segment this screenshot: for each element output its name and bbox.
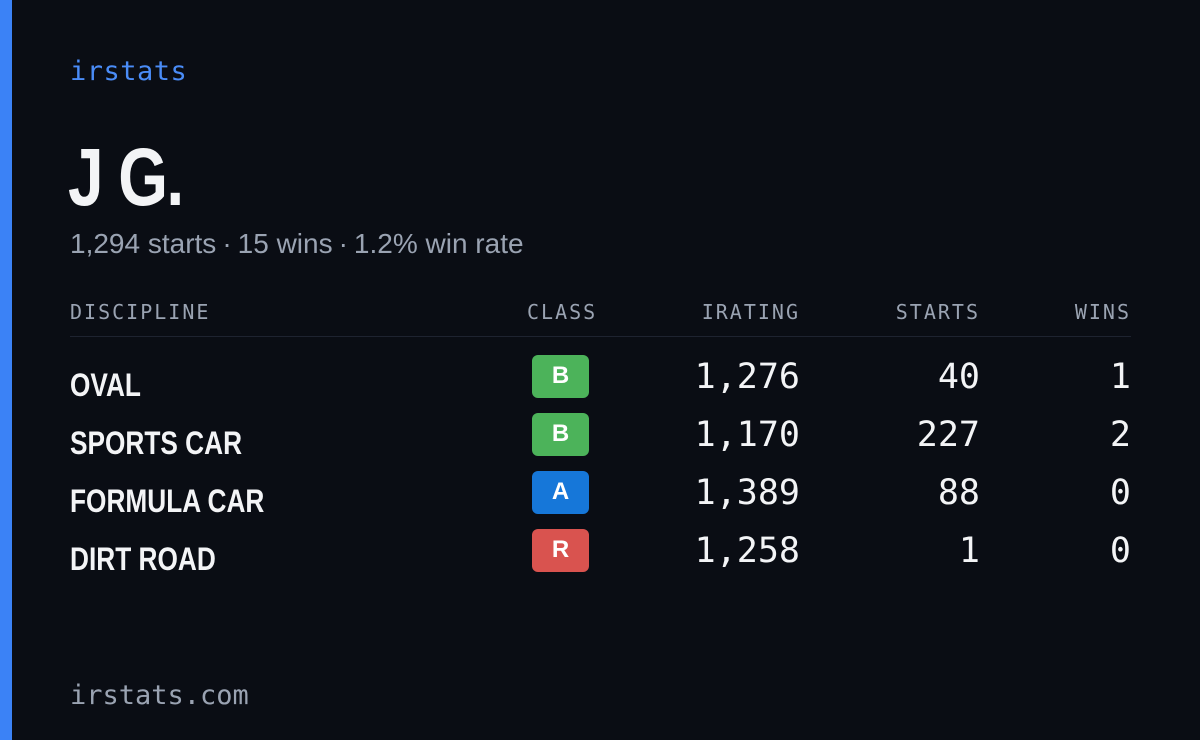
discipline-name: OVAL [70, 367, 141, 403]
table-row: DIRT ROAD R 1,258 1 0 [70, 527, 1131, 585]
irating-value: 1,389 [694, 473, 800, 513]
brand-logo[interactable]: irstats [70, 56, 188, 87]
wins-value: 1 [1109, 357, 1131, 397]
summary-wins: 15 wins [237, 228, 333, 259]
table-row: FORMULA CAR A 1,389 88 0 [70, 469, 1131, 527]
header-discipline: DISCIPLINE [70, 300, 211, 324]
accent-bar [0, 0, 12, 740]
starts-value: 227 [916, 415, 980, 455]
table-row: OVAL B 1,276 40 1 [70, 353, 1131, 411]
table-header: DISCIPLINE CLASS IRATING STARTS WINS [70, 296, 1131, 337]
summary-separator: · [222, 228, 232, 259]
header-irating: IRATING [701, 300, 800, 324]
driver-name: J G. [68, 132, 184, 223]
irating-value: 1,276 [694, 357, 800, 397]
driver-summary: 1,294 starts · 15 wins · 1.2% win rate [70, 228, 524, 260]
class-badge: R [532, 529, 589, 572]
wins-value: 0 [1109, 473, 1131, 513]
starts-value: 1 [958, 531, 980, 571]
header-class: CLASS [527, 300, 598, 324]
class-badge: B [532, 413, 589, 456]
table-body: OVAL B 1,276 40 1 SPORTS CAR B 1,170 227… [70, 353, 1131, 585]
summary-starts: 1,294 starts [70, 228, 217, 259]
discipline-name: SPORTS CAR [70, 425, 243, 461]
wins-value: 0 [1109, 531, 1131, 571]
starts-value: 40 [937, 357, 980, 397]
table-row: SPORTS CAR B 1,170 227 2 [70, 411, 1131, 469]
discipline-name: DIRT ROAD [70, 541, 216, 577]
footer-url[interactable]: irstats.com [70, 680, 249, 711]
summary-win-rate: 1.2% win rate [353, 228, 524, 259]
discipline-name: FORMULA CAR [70, 483, 265, 519]
summary-separator: · [338, 228, 348, 259]
stats-table: DISCIPLINE CLASS IRATING STARTS WINS OVA… [70, 296, 1131, 585]
irating-value: 1,170 [694, 415, 800, 455]
starts-value: 88 [937, 473, 980, 513]
class-badge: B [532, 355, 589, 398]
class-badge: A [532, 471, 589, 514]
header-starts: STARTS [895, 300, 980, 324]
irating-value: 1,258 [694, 531, 800, 571]
wins-value: 2 [1109, 415, 1131, 455]
header-wins: WINS [1074, 300, 1131, 324]
